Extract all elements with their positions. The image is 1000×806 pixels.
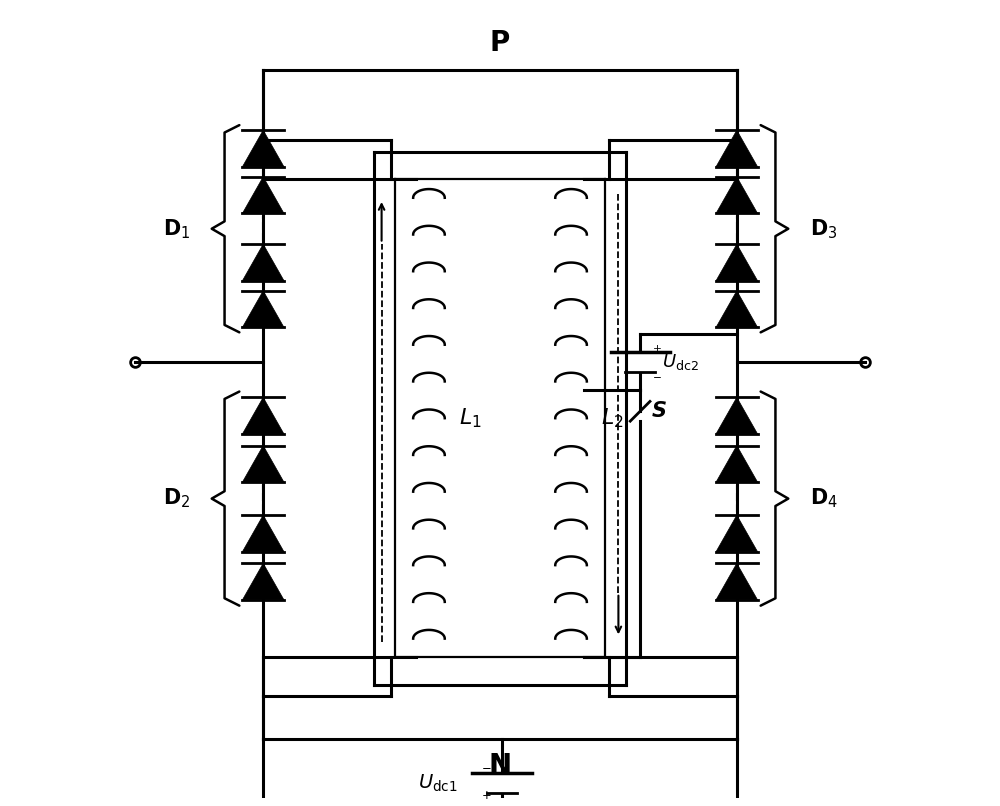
Polygon shape [242,177,284,214]
Polygon shape [716,397,758,434]
Polygon shape [242,291,284,327]
Text: $_+$: $_+$ [479,784,492,802]
Polygon shape [716,244,758,280]
Polygon shape [242,244,284,280]
Text: $\mathit{L}_1$: $\mathit{L}_1$ [459,406,481,430]
Text: D$_2$: D$_2$ [163,487,190,510]
Text: $_-$: $_-$ [650,364,662,380]
Polygon shape [716,515,758,551]
Polygon shape [242,515,284,551]
Text: S: S [652,401,667,422]
Polygon shape [716,563,758,600]
Polygon shape [716,291,758,327]
Text: D$_4$: D$_4$ [810,487,838,510]
Polygon shape [716,177,758,214]
Polygon shape [242,563,284,600]
Text: D$_1$: D$_1$ [163,217,190,240]
Text: $\mathit{L}_2$: $\mathit{L}_2$ [601,406,623,430]
Text: $^+$: $^+$ [650,345,662,359]
Polygon shape [716,131,758,167]
Text: N: N [488,752,512,779]
Text: P: P [490,29,510,57]
Text: $\mathit{U}_{\mathrm{dc2}}$: $\mathit{U}_{\mathrm{dc2}}$ [662,352,699,372]
Polygon shape [242,446,284,482]
Polygon shape [242,131,284,167]
Text: $\mathit{U}_{\mathrm{dc1}}$: $\mathit{U}_{\mathrm{dc1}}$ [418,773,458,794]
Text: $^-$: $^-$ [479,764,492,783]
Polygon shape [716,446,758,482]
Text: D$_3$: D$_3$ [810,217,837,240]
Polygon shape [242,397,284,434]
